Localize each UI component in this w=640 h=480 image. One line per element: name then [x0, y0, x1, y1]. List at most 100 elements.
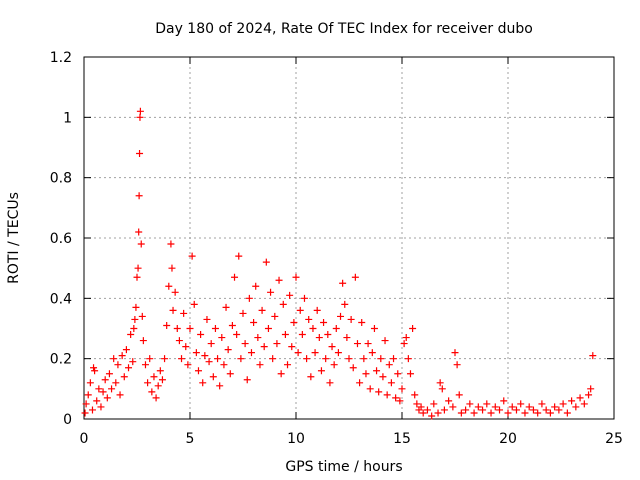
- data-point: [500, 397, 508, 405]
- data-point: [132, 303, 140, 311]
- data-point: [226, 370, 234, 378]
- data-point: [368, 349, 376, 357]
- data-point: [387, 379, 395, 387]
- data-point: [328, 343, 336, 351]
- data-point: [294, 349, 302, 357]
- data-point: [445, 397, 453, 405]
- data-point: [135, 228, 143, 236]
- data-point: [150, 373, 158, 381]
- data-point: [224, 346, 232, 354]
- data-point: [298, 331, 306, 339]
- data-point: [512, 406, 520, 414]
- data-point: [341, 300, 349, 308]
- data-point: [138, 312, 146, 320]
- data-point: [112, 379, 120, 387]
- data-point: [529, 406, 537, 414]
- data-point: [209, 373, 217, 381]
- data-point: [381, 337, 389, 345]
- data-point: [105, 370, 113, 378]
- data-point: [290, 318, 298, 326]
- data-point: [317, 367, 325, 375]
- data-point: [563, 409, 571, 417]
- data-point: [379, 373, 387, 381]
- data-point: [192, 349, 200, 357]
- data-point: [491, 403, 499, 411]
- data-point: [375, 388, 383, 396]
- data-point: [411, 391, 419, 399]
- data-point: [182, 343, 190, 351]
- data-point: [434, 409, 442, 417]
- data-point: [137, 240, 145, 248]
- data-point: [525, 403, 533, 411]
- data-point: [136, 150, 144, 158]
- data-point: [203, 315, 211, 323]
- data-point: [154, 382, 162, 390]
- data-point: [136, 107, 144, 115]
- data-point: [555, 406, 563, 414]
- data-point: [587, 385, 595, 393]
- data-point: [440, 406, 448, 414]
- data-point: [311, 349, 319, 357]
- data-point: [315, 334, 323, 342]
- data-point: [307, 373, 315, 381]
- data-point: [88, 406, 96, 414]
- data-point: [120, 373, 128, 381]
- y-tick-label: 0.2: [50, 352, 72, 368]
- data-point: [243, 376, 251, 384]
- data-point: [144, 379, 152, 387]
- data-point: [362, 370, 370, 378]
- data-point: [377, 355, 385, 363]
- data-point: [134, 264, 142, 272]
- data-point: [347, 315, 355, 323]
- data-point: [237, 355, 245, 363]
- data-point: [197, 331, 205, 339]
- data-point: [353, 340, 361, 348]
- data-point: [483, 400, 491, 408]
- data-point: [118, 352, 126, 360]
- data-point: [343, 334, 351, 342]
- data-point: [551, 403, 559, 411]
- data-point: [271, 312, 279, 320]
- data-point: [228, 321, 236, 329]
- data-point: [404, 355, 412, 363]
- data-point: [241, 340, 249, 348]
- data-point: [394, 370, 402, 378]
- data-point: [178, 355, 186, 363]
- data-point: [273, 340, 281, 348]
- data-point: [122, 346, 130, 354]
- data-point: [402, 334, 410, 342]
- x-tick-label: 10: [287, 431, 305, 447]
- data-point: [360, 355, 368, 363]
- data-point: [235, 252, 243, 260]
- y-tick-label: 0: [63, 412, 72, 428]
- data-point: [136, 113, 144, 121]
- data-point: [216, 382, 224, 390]
- data-point: [496, 406, 504, 414]
- x-tick-label: 20: [499, 431, 517, 447]
- data-point: [133, 273, 141, 281]
- y-tick-label: 0.4: [50, 291, 72, 307]
- grid-lines: [84, 57, 614, 419]
- data-point: [320, 318, 328, 326]
- data-point: [247, 349, 255, 357]
- data-point: [589, 352, 597, 360]
- data-point: [349, 364, 357, 372]
- data-point: [286, 291, 294, 299]
- data-point: [313, 306, 321, 314]
- data-point: [517, 400, 525, 408]
- data-point: [538, 400, 546, 408]
- y-tick-label: 1.2: [50, 50, 72, 66]
- data-point: [419, 409, 427, 417]
- data-point: [171, 288, 179, 296]
- data-point: [125, 364, 133, 372]
- x-tick-label: 0: [80, 431, 89, 447]
- data-point: [194, 367, 202, 375]
- data-point: [211, 325, 219, 332]
- data-point: [101, 376, 109, 384]
- data-point: [398, 385, 406, 393]
- chart-title: Day 180 of 2024, Rate Of TEC Index for r…: [155, 21, 533, 37]
- data-point: [95, 385, 103, 393]
- data-point: [93, 397, 101, 405]
- data-point: [332, 325, 340, 332]
- data-point: [409, 325, 417, 332]
